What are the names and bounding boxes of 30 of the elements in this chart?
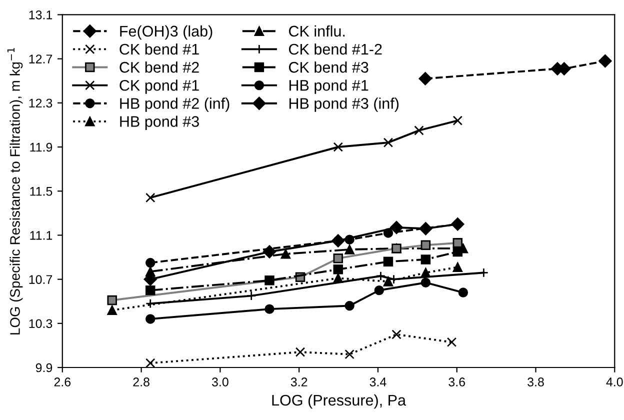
x-tick-label: 3.4 [370,378,386,386]
y-axis-title: LOG (Specific Resistance to Filtration), m kg$^{−1}$ [7,48,23,334]
y-tick-label: 13.1 [29,10,52,20]
legend-label: HB pond #1 [289,80,368,94]
x-tick-label: 2.6 [54,378,71,386]
x-tick-label: 4.0 [606,378,623,386]
y-tick-label: 10.7 [29,275,52,284]
y-tick-label: 9.9 [36,363,52,372]
legend-label: CK influ. [289,25,345,37]
legend-label: HB pond #2 (inf) [120,98,230,112]
x-tick-label: 3.2 [290,378,308,386]
legend-label: Fe(OH)3 (lab) [120,25,212,40]
x-tick-label: 3.0 [212,378,228,386]
x-tick-label: 3.8 [528,378,544,386]
legend-label: HB pond #3 [120,116,199,130]
y-tick-label: 12.7 [29,54,52,64]
x-tick-label: 2.8 [133,378,150,386]
y-tick-label: 11.9 [30,142,52,152]
legend-label: CK bend #1 [120,43,199,55]
legend-label: CK pond #1 [120,80,199,94]
legend-label: HB pond #3 (inf) [289,98,399,112]
legend-label: CK bend #3 [289,62,368,73]
y-tick-label: 10.3 [29,319,52,328]
y-tick-label: 12.3 [29,98,52,108]
x-axis-title: LOG (Pressure), Pa [272,394,406,409]
legend-label: CK bend #2 [120,62,199,73]
y-tick-label: 11.1 [30,231,52,240]
y-tick-label: 11.5 [30,187,52,196]
x-tick-label: 3.6 [448,378,465,386]
legend-label: CK bend #1-2 [289,43,382,55]
